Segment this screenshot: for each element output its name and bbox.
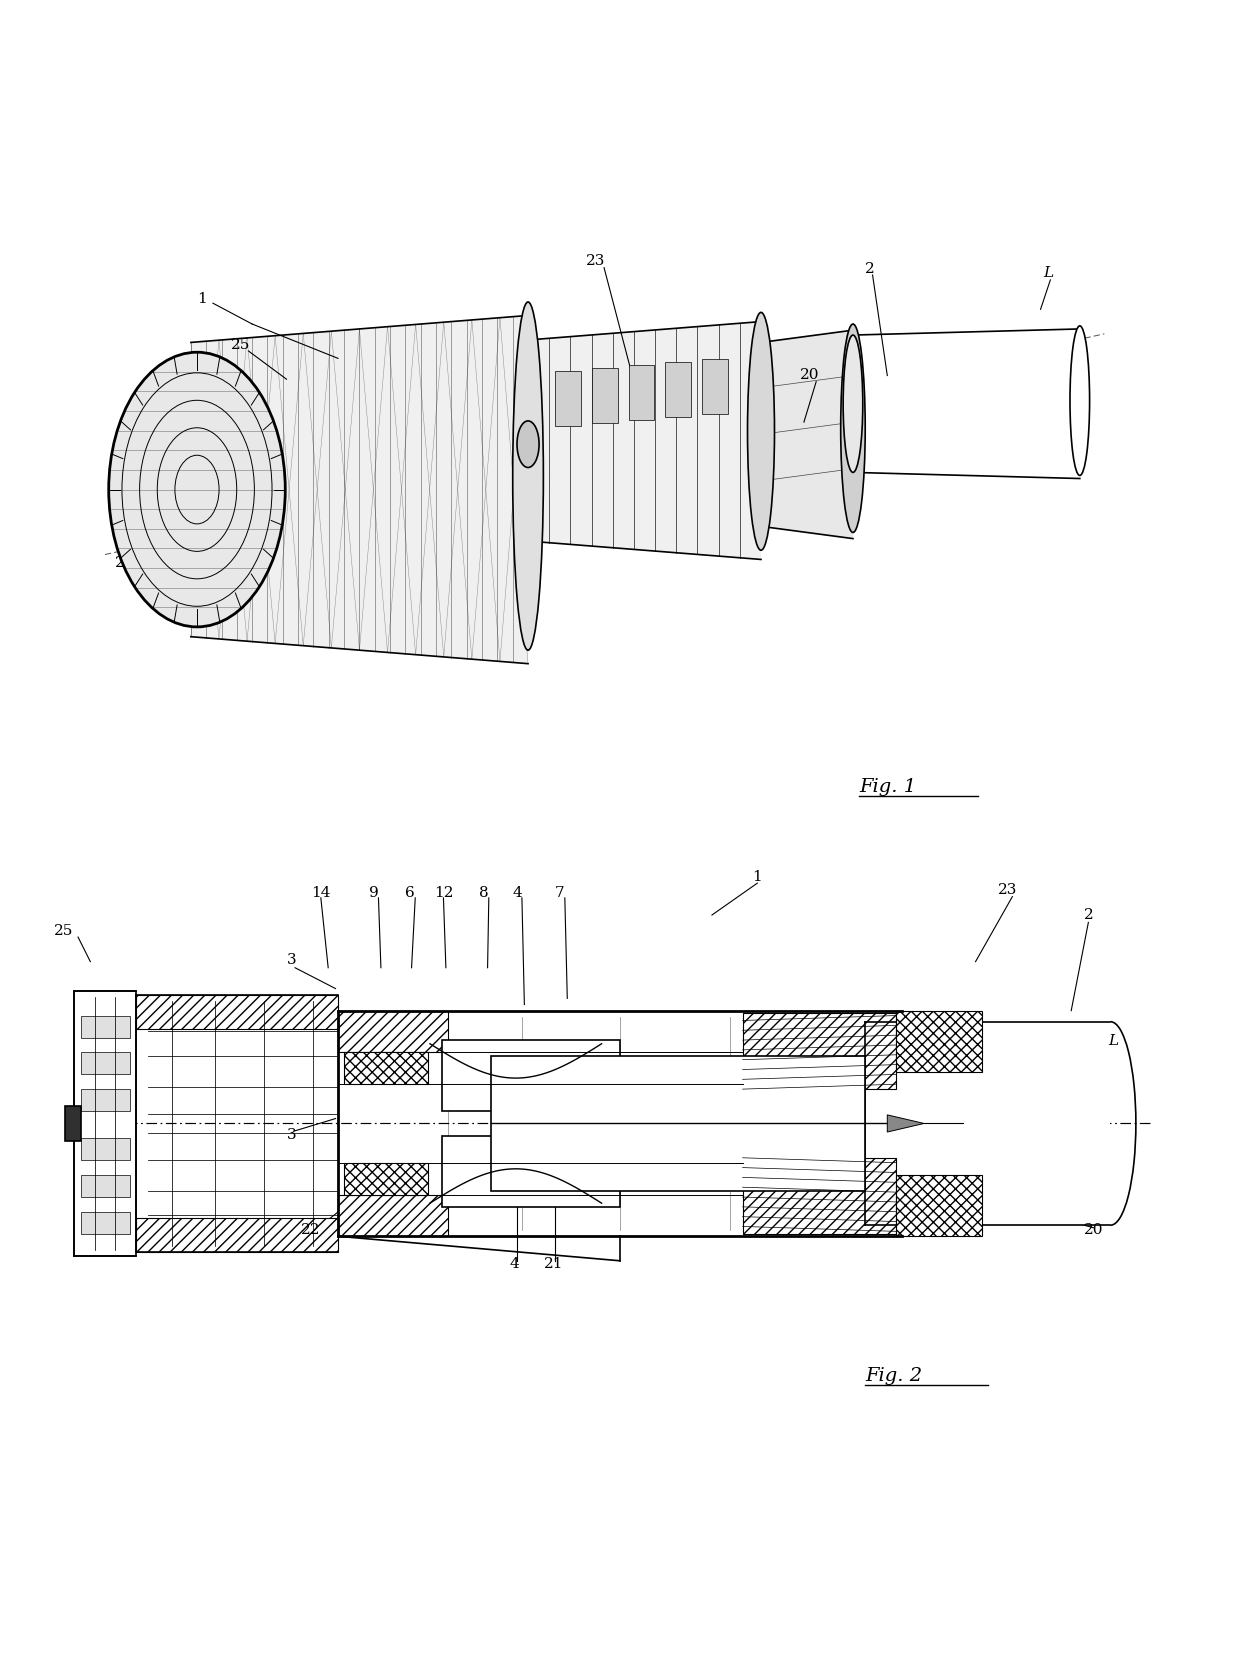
Text: 21: 21	[544, 1257, 563, 1272]
Text: 7: 7	[556, 886, 564, 899]
Text: 23: 23	[585, 253, 605, 268]
Text: 4: 4	[510, 1257, 520, 1272]
Text: 8: 8	[532, 545, 542, 559]
Bar	[339, 1195, 449, 1237]
Ellipse shape	[512, 302, 543, 649]
Ellipse shape	[109, 352, 285, 628]
Ellipse shape	[843, 336, 863, 473]
Bar	[895, 1175, 982, 1237]
Text: 1: 1	[197, 292, 207, 305]
Bar	[339, 1010, 449, 1052]
Text: 9: 9	[368, 886, 378, 899]
Bar	[135, 995, 339, 1029]
Ellipse shape	[1070, 326, 1090, 475]
Text: Fig. 2: Fig. 2	[866, 1368, 923, 1384]
Bar	[81, 1089, 129, 1111]
Polygon shape	[191, 315, 528, 664]
Bar	[443, 1040, 620, 1111]
Bar	[743, 1014, 895, 1089]
Text: 2: 2	[1084, 908, 1094, 921]
Text: 20: 20	[800, 367, 820, 383]
Ellipse shape	[748, 312, 775, 550]
Bar	[81, 1138, 129, 1159]
Bar	[666, 362, 691, 418]
Text: 24: 24	[115, 555, 134, 571]
Ellipse shape	[841, 324, 866, 532]
Polygon shape	[888, 1114, 924, 1133]
Bar	[743, 1158, 895, 1233]
Polygon shape	[761, 331, 853, 539]
Text: 3: 3	[286, 953, 296, 967]
Ellipse shape	[517, 421, 539, 468]
Bar	[556, 371, 580, 426]
Polygon shape	[528, 322, 761, 559]
Text: 25: 25	[53, 923, 73, 938]
Text: 1: 1	[753, 869, 763, 884]
Text: 14: 14	[311, 886, 331, 899]
Bar	[81, 1052, 129, 1074]
Text: 8: 8	[479, 886, 489, 899]
Text: 2: 2	[866, 262, 875, 275]
Bar	[895, 1010, 982, 1072]
Bar	[135, 1218, 339, 1252]
Text: 3: 3	[286, 1128, 296, 1143]
Bar	[443, 1136, 620, 1206]
Text: L: L	[1109, 1034, 1118, 1049]
Bar	[64, 1106, 81, 1141]
Bar	[81, 1212, 129, 1233]
Text: 22: 22	[301, 1223, 321, 1237]
Bar	[629, 364, 655, 420]
Bar	[81, 1175, 129, 1196]
Bar	[74, 992, 135, 1255]
Bar	[345, 1052, 428, 1084]
Bar	[345, 1163, 428, 1195]
Text: L: L	[1043, 267, 1053, 280]
Text: 25: 25	[232, 337, 250, 352]
Bar	[81, 1015, 129, 1037]
Text: Fig. 1: Fig. 1	[859, 779, 916, 797]
Bar	[702, 359, 728, 414]
Bar	[491, 1055, 866, 1191]
Text: 12: 12	[434, 886, 453, 899]
Text: 6: 6	[405, 886, 415, 899]
Polygon shape	[866, 1022, 1111, 1225]
Text: 23: 23	[998, 883, 1017, 898]
Polygon shape	[853, 329, 1080, 478]
Text: 4: 4	[512, 886, 522, 899]
Bar	[591, 367, 618, 423]
Text: 20: 20	[1084, 1223, 1102, 1237]
